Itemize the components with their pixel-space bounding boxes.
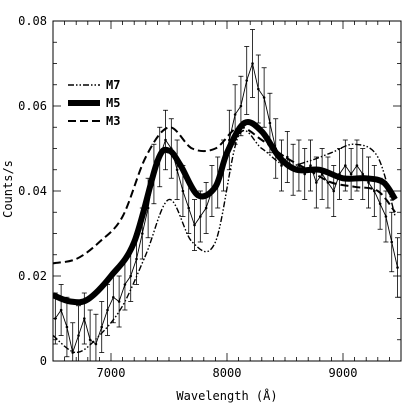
x-tick-label: 8000 xyxy=(213,366,242,380)
data-point xyxy=(233,113,237,116)
data-point xyxy=(129,274,133,278)
series-line-m7 xyxy=(53,129,396,354)
data-point xyxy=(332,189,336,193)
data-point xyxy=(262,96,266,99)
data-point xyxy=(59,308,63,312)
data-point xyxy=(303,172,307,176)
data-point xyxy=(326,181,330,184)
y-tick-label: 0.08 xyxy=(18,14,47,28)
data-point xyxy=(112,295,115,299)
data-point xyxy=(94,342,98,346)
data-point xyxy=(286,155,289,159)
data-point xyxy=(378,202,382,206)
legend-label-m5: M5 xyxy=(106,96,120,110)
data-point xyxy=(193,223,196,227)
data-point xyxy=(268,121,272,125)
data-point xyxy=(100,325,104,329)
x-tick-label: 7000 xyxy=(97,366,126,380)
y-axis-label: Counts/s xyxy=(1,160,15,218)
y-tick-label: 0.06 xyxy=(18,99,47,113)
series-line-m3 xyxy=(53,126,396,265)
data-point xyxy=(83,317,86,320)
data-point xyxy=(355,164,359,167)
data-point xyxy=(117,300,121,303)
data-point xyxy=(77,334,80,337)
data-point xyxy=(141,232,144,235)
data-point xyxy=(396,266,399,269)
data-point xyxy=(135,257,138,261)
data-point xyxy=(349,172,353,176)
data-point xyxy=(88,338,92,342)
data-point xyxy=(367,181,370,184)
data-point xyxy=(181,189,185,193)
data-point xyxy=(245,79,249,82)
legend-label-m3: M3 xyxy=(106,114,120,128)
series-line-m5 xyxy=(53,119,398,306)
y-tick-label: 0.04 xyxy=(18,184,47,198)
x-tick-label: 9000 xyxy=(329,366,358,380)
data-point xyxy=(123,283,127,286)
data-point xyxy=(384,215,388,218)
data-point xyxy=(175,168,179,172)
data-point xyxy=(251,62,254,65)
data-point xyxy=(373,189,376,193)
data-point xyxy=(65,325,69,329)
data-point xyxy=(204,206,208,210)
data-point xyxy=(309,164,312,167)
y-tick-label: 0.02 xyxy=(18,269,47,283)
legend: M7 M5 M3 xyxy=(68,78,120,128)
data-point xyxy=(315,181,318,184)
legend-label-m7: M7 xyxy=(106,78,120,92)
data-point xyxy=(361,172,365,176)
data-point xyxy=(239,104,243,108)
data-point xyxy=(199,215,202,218)
data-point xyxy=(164,138,167,142)
data-point xyxy=(257,87,260,91)
x-axis-label: Wavelength (Å) xyxy=(176,388,277,403)
y-tick-label: 0 xyxy=(40,354,47,368)
data-point xyxy=(106,308,109,312)
data-point xyxy=(390,240,394,244)
data-point xyxy=(344,164,347,167)
axes: 7000 8000 9000 0 0.02 0.04 0.06 0.08 xyxy=(18,14,402,380)
plot-area xyxy=(53,29,401,361)
data-point xyxy=(187,206,191,210)
data-point xyxy=(71,351,75,354)
